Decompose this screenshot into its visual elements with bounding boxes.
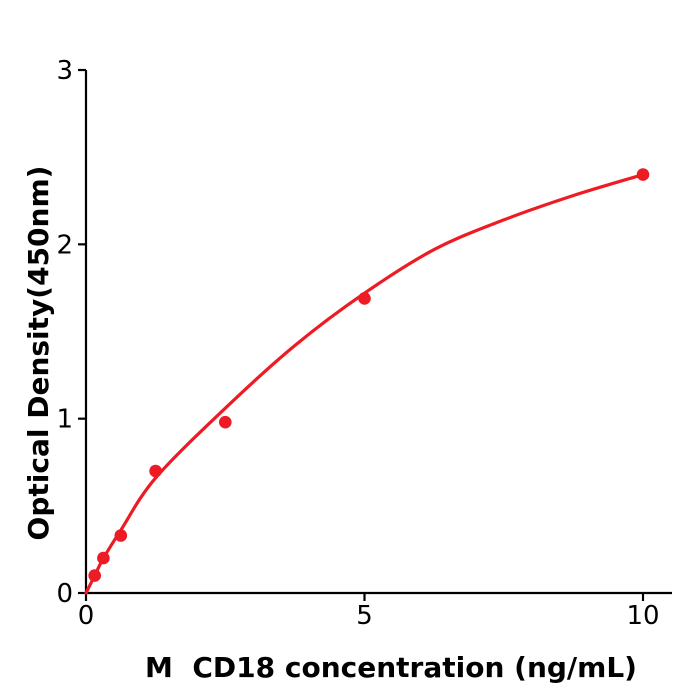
- data-point: [636, 168, 650, 181]
- y-tick-label: 0: [56, 579, 73, 609]
- axes: 0 5 10 0 1 2 3: [56, 56, 672, 631]
- data-point: [88, 569, 101, 582]
- fitted-curve-path: [84, 173, 645, 595]
- y-axis-title: Optical Density(450nm): [22, 166, 55, 541]
- data-point: [219, 415, 232, 429]
- x-tick-label: 0: [78, 601, 95, 631]
- data-point: [358, 292, 371, 305]
- x-tick-label: 10: [626, 601, 659, 631]
- x-tick-label: 5: [356, 601, 373, 631]
- data-points-layer: [88, 168, 650, 582]
- data-point: [114, 529, 128, 542]
- y-tick-label: 3: [56, 56, 73, 86]
- data-point: [97, 551, 110, 565]
- y-tick-label: 2: [56, 230, 73, 260]
- fitted-curve-layer: [84, 173, 645, 595]
- x-axis-title: M CD18 concentration (ng/mL): [145, 651, 637, 684]
- data-point: [149, 464, 162, 478]
- y-tick-label: 1: [56, 405, 73, 435]
